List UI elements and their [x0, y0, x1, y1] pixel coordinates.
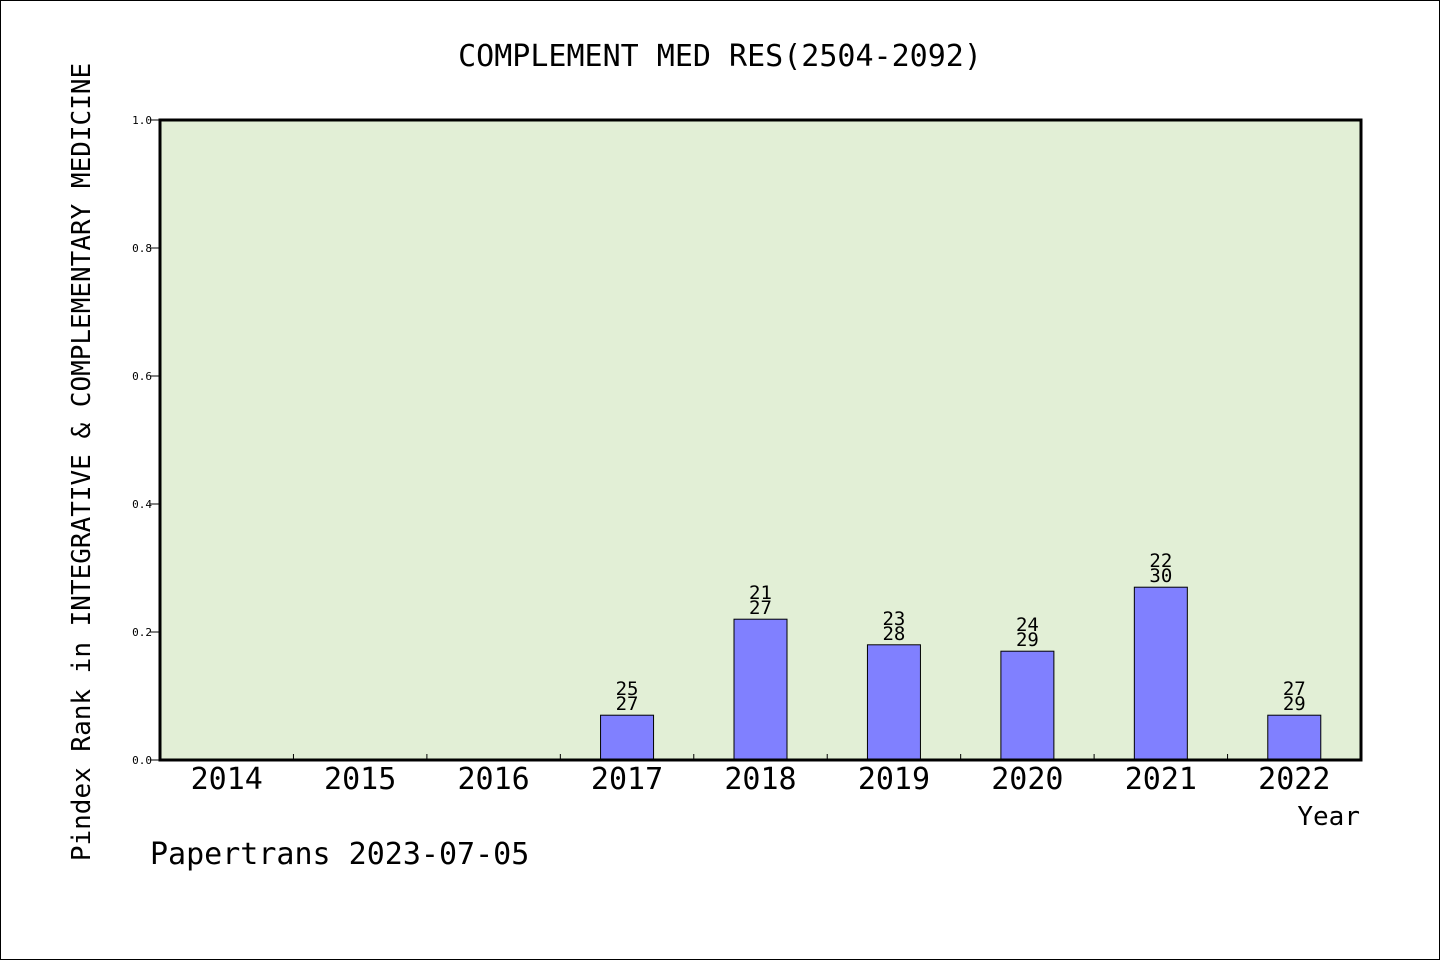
y-tick-label: 1.0 [132, 114, 152, 127]
x-tick-label: 2017 [591, 762, 663, 797]
x-tick-label: 2019 [858, 762, 930, 797]
bar-label-top: 27 [1283, 678, 1306, 700]
x-tick-label: 2022 [1258, 762, 1330, 797]
bar-2017 [600, 714, 655, 761]
bar-label-top: 22 [1149, 550, 1172, 572]
x-tick-label: 2014 [191, 762, 263, 797]
chart-title: COMPLEMENT MED RES(2504-2092) [458, 39, 982, 74]
bar-label-top: 24 [1016, 614, 1039, 636]
bar-label-bottom: 30 [1149, 565, 1172, 587]
y-tick-label: 0.6 [132, 370, 152, 383]
bar-label-bottom: 29 [1283, 693, 1306, 715]
bar-label-top: 25 [616, 678, 639, 700]
x-tick-label: 2015 [324, 762, 396, 797]
bar-2022 [1267, 714, 1322, 761]
bar-label-bottom: 27 [749, 597, 772, 619]
bar-2021 [1133, 586, 1188, 761]
y-tick-label: 0.2 [132, 626, 152, 639]
bar-label-top: 23 [882, 608, 905, 630]
y-tick-label: 0.8 [132, 242, 152, 255]
y-tick-label: 0.4 [132, 498, 152, 511]
ticks-layer: 0.0 0.2 0.4 0.6 0.8 1.0 2014 2015 2016 2017 2018 20… [132, 114, 1330, 797]
x-tick-label: 2021 [1125, 762, 1197, 797]
bar-label-bottom: 29 [1016, 629, 1039, 651]
bar-2018 [733, 618, 788, 761]
plot-border [158, 118, 1363, 762]
x-axis-label: Year [1297, 802, 1360, 832]
bar-label-bottom: 27 [616, 693, 639, 715]
bar-label-bottom: 28 [882, 623, 905, 645]
bar-label-top: 21 [749, 582, 772, 604]
footer-credit: Papertrans 2023-07-05 [150, 837, 529, 872]
bar-2020 [1000, 650, 1055, 761]
x-tick-label: 2018 [724, 762, 796, 797]
bar-2019 [866, 644, 921, 761]
x-tick-label: 2020 [991, 762, 1063, 797]
y-axis-label: Pindex Rank in INTEGRATIVE & COMPLEMENTA… [67, 63, 97, 861]
x-tick-label: 2016 [457, 762, 529, 797]
y-tick-label: 0.0 [132, 754, 152, 767]
